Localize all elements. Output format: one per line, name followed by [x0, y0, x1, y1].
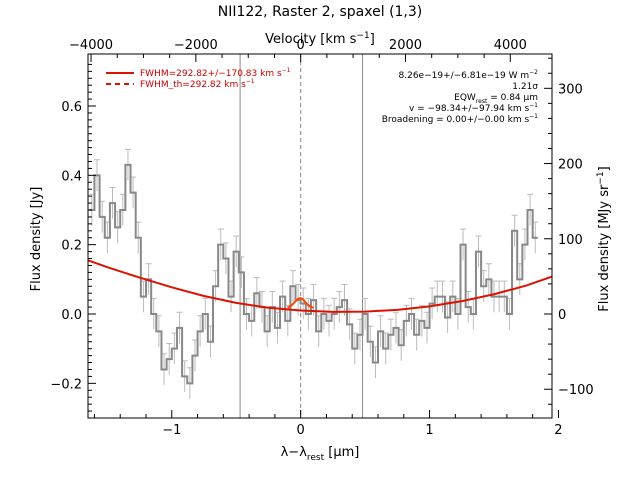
spectrum-line: [89, 163, 538, 385]
legend: FWHM=292.82+/−170.83 km s−1FWHM_th=292.8…: [106, 67, 291, 90]
right-tick-label: −100: [558, 383, 594, 398]
right-axis-label-end: ]: [597, 166, 612, 171]
annotation-sup: −1: [529, 113, 538, 120]
annotation-line: 8.26e−19+/−6.81e−19 W m−2: [399, 69, 539, 81]
annotation-line: EQWrest = 0.84 μm: [454, 93, 538, 105]
annotation-text: Broadening = 0.00+/−0.00 km s: [382, 115, 530, 125]
annotation-line: 1.21σ: [512, 82, 538, 92]
x-axis-label: λ−λrest [μm]: [281, 445, 360, 463]
annotation-sub: rest: [476, 98, 488, 105]
x-tick-label: 2: [554, 423, 562, 438]
legend-entry: FWHM=292.82+/−170.83 km s−1: [140, 67, 291, 79]
y-tick-label: 0.6: [61, 100, 82, 115]
plot-layer: [87, 54, 553, 418]
right-tick-label: 0: [558, 308, 566, 323]
x-axis-label-unit: [μm]: [324, 445, 359, 460]
annotation-text-rest: = 0.84 μm: [487, 93, 538, 103]
right-axis-label: Flux density [MJy sr−1]: [596, 166, 612, 311]
y-tick-label: 0.2: [61, 239, 82, 254]
legend-entry-text: FWHM_th=292.82 km s: [140, 80, 246, 90]
x-tick-label: 0: [297, 423, 305, 438]
y-axis-label: Flux density [Jy]: [29, 187, 44, 292]
right-axis-label-main: Flux density [MJy sr: [597, 184, 612, 312]
legend-entry-text: FWHM=292.82+/−170.83 km s: [140, 69, 282, 79]
annotation-text: 8.26e−19+/−6.81e−19 W m: [399, 71, 530, 81]
y-tick-label: −0.2: [50, 377, 82, 392]
right-tick-label: 200: [558, 158, 583, 173]
right-tick-label: 100: [558, 233, 583, 248]
top-tick-label: −2000: [174, 38, 218, 53]
top-tick-label: 4000: [494, 38, 527, 53]
annotation-sup: −2: [529, 69, 538, 76]
top-axis-label: Velocity [km s−1]: [265, 31, 375, 47]
y-tick-label: 0.0: [61, 308, 82, 323]
top-tick-label: −4000: [69, 38, 113, 53]
x-tick-label: 1: [425, 423, 433, 438]
right-tick-label: 300: [558, 82, 583, 97]
legend-entry-sup: −1: [246, 78, 255, 85]
x-axis-label-main: λ−λ: [281, 445, 308, 460]
annotation-text: EQW: [454, 93, 476, 103]
line-fit-curve: [287, 296, 314, 309]
top-axis-label-sup: −1: [356, 31, 369, 41]
top-axis-label-end: ]: [370, 32, 375, 47]
y-tick-label: 0.4: [61, 169, 82, 184]
top-tick-label: 0: [297, 38, 305, 53]
annotation-line: v = −98.34+/−97.94 km s−1: [409, 102, 538, 114]
annotation-sup: −1: [529, 102, 538, 109]
legend-entry: FWHM_th=292.82 km s−1: [140, 78, 255, 90]
x-tick-label: −1: [162, 423, 181, 438]
top-axis-label-main: Velocity [km s: [265, 32, 357, 47]
x-axis-label-sub: rest: [307, 453, 325, 463]
right-axis-label-sup: −1: [596, 171, 606, 184]
legend-entry-sup: −1: [282, 67, 291, 74]
plot-frame: [87, 53, 553, 419]
continuum-fit-line: [87, 259, 553, 313]
annotation-text: 1.21σ: [512, 82, 538, 92]
annotation-line: Broadening = 0.00+/−0.00 km s−1: [382, 113, 538, 125]
top-tick-label: 2000: [389, 38, 422, 53]
annotation-text: v = −98.34+/−97.94 km s: [409, 104, 529, 114]
chart-title: NII122, Raster 2, spaxel (1,3): [218, 4, 423, 20]
axes-layer: −1 0 1 2−0.20.00.20.40.6−4000 −2000 0 2000 4000…: [50, 38, 593, 438]
